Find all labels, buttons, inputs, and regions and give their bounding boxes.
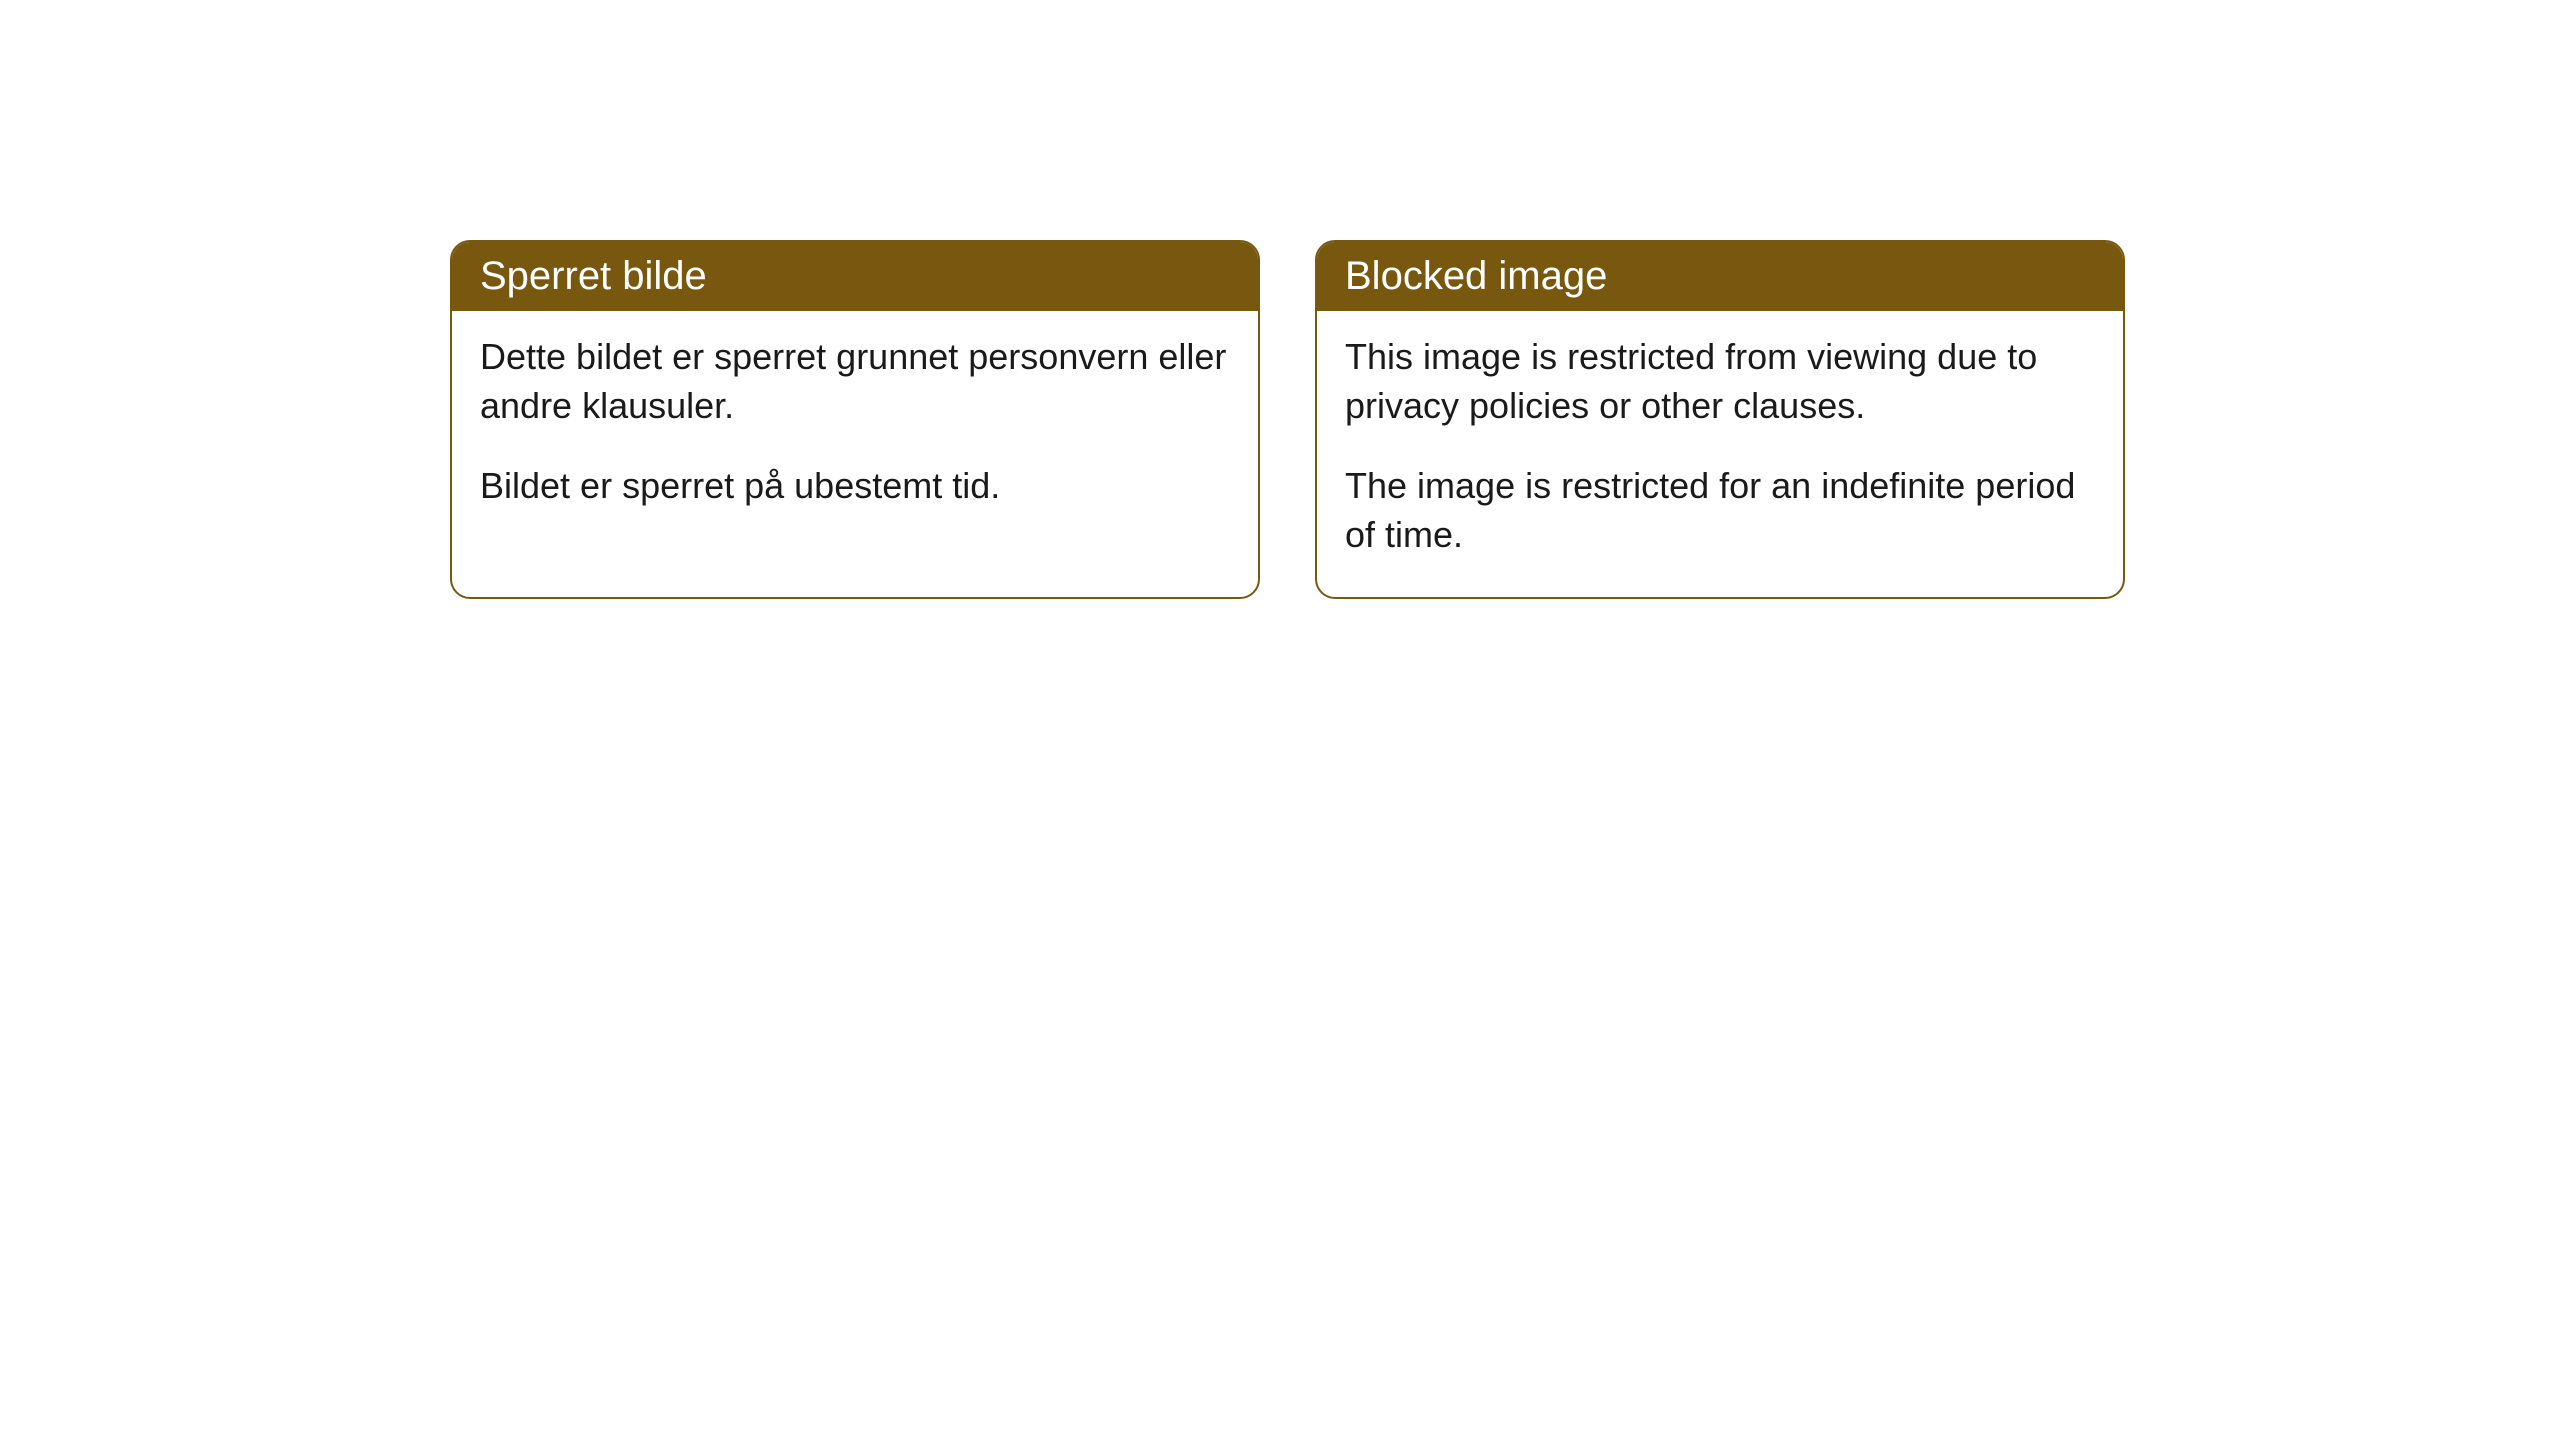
card-header: Sperret bilde — [452, 242, 1258, 311]
card-paragraph: Dette bildet er sperret grunnet personve… — [480, 333, 1230, 430]
card-paragraph: Bildet er sperret på ubestemt tid. — [480, 462, 1230, 511]
card-title: Sperret bilde — [480, 254, 707, 298]
notice-cards-container: Sperret bilde Dette bildet er sperret gr… — [450, 240, 2125, 599]
card-paragraph: This image is restricted from viewing du… — [1345, 333, 2095, 430]
card-header: Blocked image — [1317, 242, 2123, 311]
card-title: Blocked image — [1345, 254, 1607, 298]
notice-card-english: Blocked image This image is restricted f… — [1315, 240, 2125, 599]
card-paragraph: The image is restricted for an indefinit… — [1345, 462, 2095, 559]
notice-card-norwegian: Sperret bilde Dette bildet er sperret gr… — [450, 240, 1260, 599]
card-body: This image is restricted from viewing du… — [1317, 311, 2123, 597]
card-body: Dette bildet er sperret grunnet personve… — [452, 311, 1258, 549]
